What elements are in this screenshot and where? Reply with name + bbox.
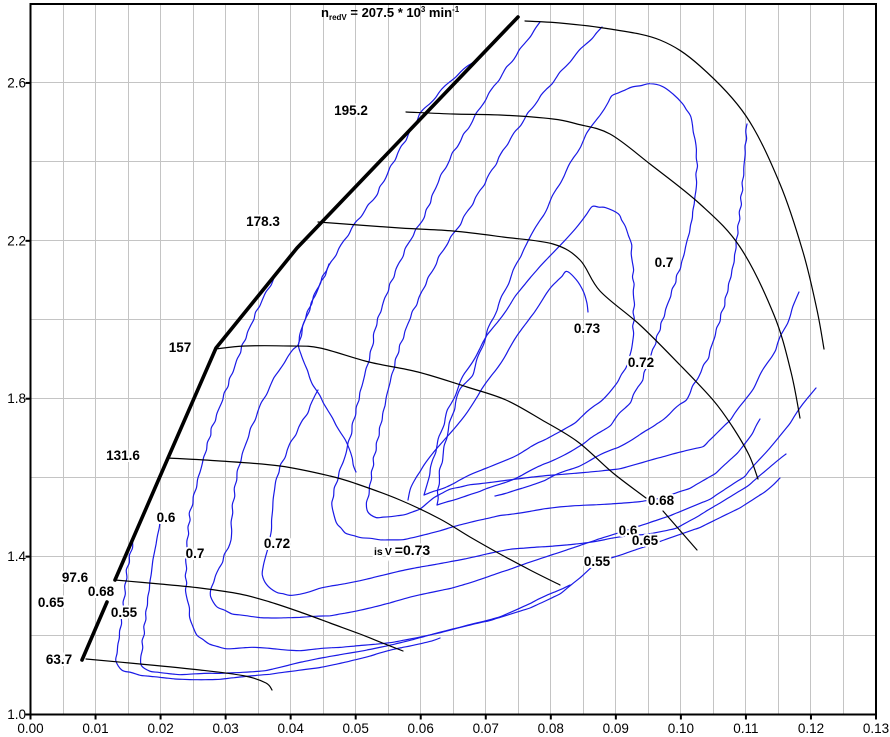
svg-text:0.06: 0.06 <box>408 721 434 736</box>
svg-text:0.10: 0.10 <box>668 721 694 736</box>
svg-text:0.73: 0.73 <box>574 321 601 336</box>
svg-text:1.8: 1.8 <box>7 391 26 406</box>
svg-text:0.09: 0.09 <box>603 721 629 736</box>
svg-text:97.6: 97.6 <box>62 570 89 585</box>
svg-text:is V =0.73: is V =0.73 <box>374 542 430 558</box>
svg-text:0.00: 0.00 <box>17 721 43 736</box>
svg-text:1.4: 1.4 <box>7 549 26 564</box>
svg-text:0.08: 0.08 <box>538 721 564 736</box>
svg-text:195.2: 195.2 <box>334 103 368 118</box>
svg-text:2.6: 2.6 <box>7 75 26 90</box>
svg-text:0.03: 0.03 <box>212 721 238 736</box>
svg-text:157: 157 <box>169 340 192 355</box>
svg-text:nredV = 207.5 * 103 min-1: nredV = 207.5 * 103 min-1 <box>321 5 460 22</box>
svg-text:63.7: 63.7 <box>46 652 72 667</box>
svg-text:0.65: 0.65 <box>38 595 65 610</box>
svg-text:0.6: 0.6 <box>157 510 176 525</box>
svg-text:0.07: 0.07 <box>473 721 499 736</box>
svg-text:1.0: 1.0 <box>7 707 26 722</box>
svg-text:2.2: 2.2 <box>7 233 26 248</box>
svg-text:0.55: 0.55 <box>111 605 138 620</box>
svg-text:178.3: 178.3 <box>246 214 280 229</box>
svg-text:0.12: 0.12 <box>798 721 824 736</box>
svg-text:0.01: 0.01 <box>82 721 108 736</box>
svg-text:0.02: 0.02 <box>147 721 173 736</box>
svg-text:0.7: 0.7 <box>655 255 674 270</box>
svg-text:0.11: 0.11 <box>733 721 758 736</box>
svg-text:0.13: 0.13 <box>863 721 889 736</box>
svg-text:0.72: 0.72 <box>264 536 290 551</box>
svg-text:0.05: 0.05 <box>343 721 369 736</box>
svg-text:0.68: 0.68 <box>88 584 115 599</box>
svg-text:131.6: 131.6 <box>106 448 140 463</box>
svg-text:0.7: 0.7 <box>186 546 205 561</box>
svg-text:0.65: 0.65 <box>632 533 659 548</box>
svg-text:0.6: 0.6 <box>619 523 638 538</box>
svg-text:0.68: 0.68 <box>648 493 675 508</box>
svg-text:0.04: 0.04 <box>278 721 305 736</box>
svg-text:0.72: 0.72 <box>628 355 654 370</box>
svg-text:0.55: 0.55 <box>584 554 611 569</box>
